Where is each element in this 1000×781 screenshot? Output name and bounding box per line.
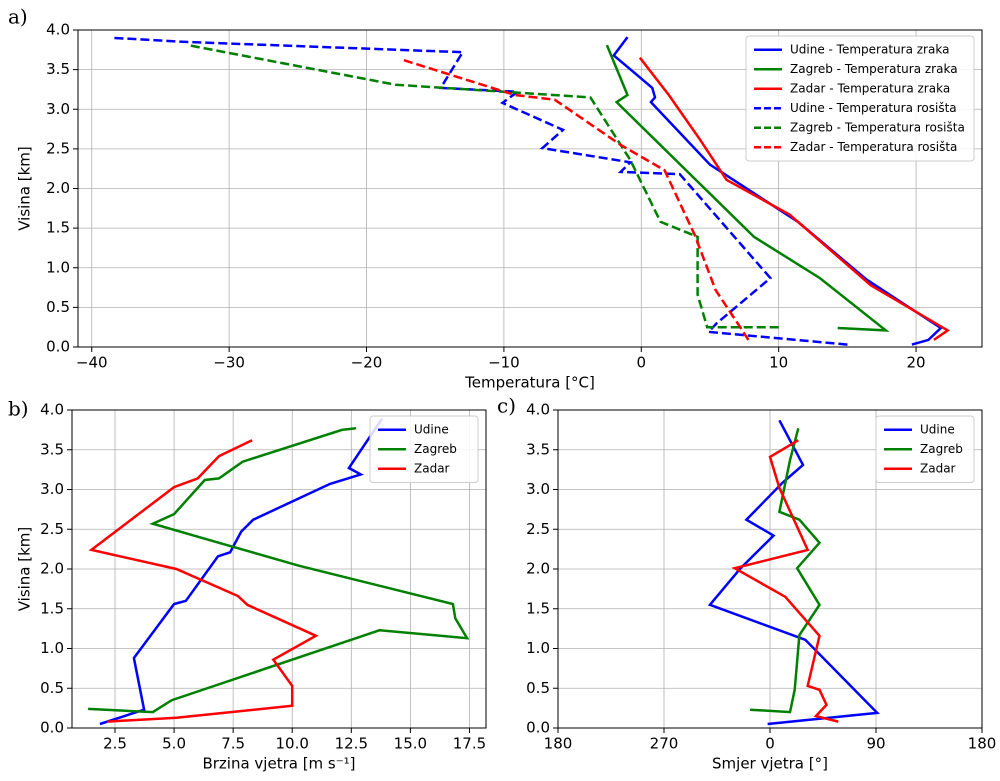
y-tick-label: 1.0 — [526, 639, 550, 657]
y-tick-label: 1.5 — [526, 599, 550, 617]
series-line — [612, 36, 943, 346]
plot-frame — [77, 29, 983, 348]
legend-box — [875, 415, 975, 483]
series-line — [605, 44, 890, 332]
legend-box — [369, 415, 479, 483]
legend-label: Udine - Temperatura zraka — [790, 42, 949, 56]
plot-frame — [557, 409, 983, 729]
legend-label: Udine — [414, 422, 449, 436]
y-tick-label: 0.5 — [40, 679, 64, 697]
x-tick-label: 15.0 — [394, 735, 427, 753]
x-axis-label: Smjer vjetra [°] — [712, 755, 828, 773]
y-tick-label: 1.5 — [40, 599, 64, 617]
y-tick-label: 2.0 — [46, 179, 70, 197]
plot-frame — [71, 409, 487, 729]
legend-label: Udine - Temperatura rosišta — [790, 101, 957, 115]
x-axis-label: Temperatura [°C] — [464, 374, 595, 392]
y-tick-label: 1.5 — [46, 219, 70, 237]
x-tick-label: 10.0 — [276, 735, 309, 753]
x-tick-label: 10 — [769, 354, 788, 372]
legend-label: Zadar — [920, 461, 956, 475]
x-tick-label: 180 — [968, 735, 997, 753]
y-tick-label: 4.0 — [526, 401, 550, 419]
legend-label: Zagreb - Temperatura rosišta — [790, 120, 965, 134]
x-tick-label: 5.0 — [162, 735, 186, 753]
y-tick-label: 4.0 — [46, 21, 70, 39]
legend-label: Zagreb — [414, 442, 457, 456]
series-line — [731, 439, 839, 723]
x-tick-label: 17.5 — [453, 735, 486, 753]
legend-label: Zadar — [414, 461, 450, 475]
series-line — [187, 43, 779, 329]
y-tick-label: 3.0 — [526, 480, 550, 498]
x-tick-label: 0 — [765, 735, 775, 753]
series-line — [638, 56, 951, 341]
y-tick-label: 0.0 — [46, 338, 70, 356]
legend-label: Zadar - Temperatura zraka — [790, 81, 950, 95]
y-axis-label: Visina [km] — [16, 146, 34, 231]
y-tick-label: 3.0 — [40, 480, 64, 498]
legend-label: Zadar - Temperatura rosišta — [790, 140, 957, 154]
y-tick-label: 3.5 — [526, 440, 550, 458]
y-tick-label: 2.5 — [40, 520, 64, 538]
x-tick-label: −10 — [488, 354, 520, 372]
series-line — [99, 418, 384, 726]
series-line — [707, 419, 880, 726]
x-tick-label: 270 — [650, 735, 679, 753]
x-tick-label: −40 — [76, 354, 108, 372]
y-tick-label: 0.5 — [526, 679, 550, 697]
y-tick-label: 0.0 — [40, 719, 64, 737]
y-tick-label: 2.5 — [526, 520, 550, 538]
series-line — [88, 427, 470, 714]
series-line — [403, 58, 750, 341]
x-tick-label: 2.5 — [103, 735, 127, 753]
legend-label: Udine — [920, 422, 955, 436]
x-tick-label: 180 — [544, 735, 573, 753]
y-tick-label: 0.0 — [526, 719, 550, 737]
y-tick-label: 3.0 — [46, 100, 70, 118]
panel-label: a) — [8, 5, 28, 29]
y-tick-label: 3.5 — [46, 60, 70, 78]
legend-box — [745, 35, 975, 162]
legend-label: Zagreb - Temperatura zraka — [790, 62, 958, 76]
y-tick-label: 2.0 — [40, 560, 64, 578]
x-axis-label: Brzina vjetra [m s⁻¹] — [202, 755, 355, 773]
y-tick-label: 2.5 — [46, 139, 70, 157]
y-tick-label: 0.5 — [46, 298, 70, 316]
x-tick-label: 12.5 — [335, 735, 368, 753]
y-axis-label: Visina [km] — [16, 527, 34, 612]
y-tick-label: 3.5 — [40, 440, 64, 458]
x-tick-label: −30 — [213, 354, 245, 372]
y-tick-label: 1.0 — [40, 639, 64, 657]
series-line — [749, 427, 822, 714]
x-tick-label: 7.5 — [221, 735, 245, 753]
y-tick-label: 4.0 — [40, 401, 64, 419]
series-line — [113, 36, 848, 346]
y-tick-label: 1.0 — [46, 258, 70, 276]
x-tick-label: 90 — [866, 735, 885, 753]
x-tick-label: 0 — [637, 354, 647, 372]
panel-label: c) — [497, 394, 516, 418]
panel-label: b) — [8, 397, 29, 421]
x-tick-label: 20 — [907, 354, 926, 372]
y-tick-label: 2.0 — [526, 560, 550, 578]
series-line — [88, 439, 319, 723]
x-tick-label: −20 — [351, 354, 383, 372]
legend-label: Zagreb — [920, 442, 963, 456]
